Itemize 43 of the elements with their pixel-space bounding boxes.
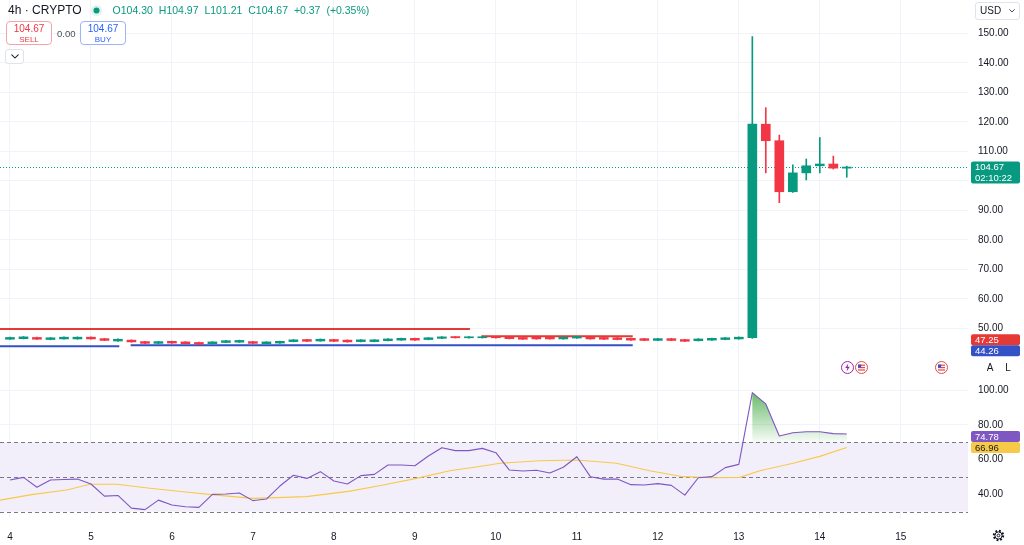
text: 02:10:22 (975, 172, 1012, 184)
y-tick-label: 60.00 (978, 453, 1004, 465)
y-tick-label: 100.00 (978, 383, 1010, 395)
x-tick-label: 8 (331, 530, 338, 542)
x-tick-label: 5 (88, 530, 95, 542)
y-tick-label: 120.00 (978, 115, 1010, 127)
x-tick-label: 9 (412, 530, 419, 542)
y-tick-label: 50.00 (978, 322, 1004, 334)
y-tick-label: 80.00 (978, 233, 1004, 245)
x-tick-label: 4 (7, 530, 14, 542)
x-tick-label: 10 (490, 530, 502, 542)
y-tick-label: 150.00 (978, 27, 1010, 39)
y-tick-label: 140.00 (978, 56, 1010, 68)
y-tick-label: 130.00 (978, 86, 1010, 98)
chart-title: 4h · CRYPTO (8, 3, 82, 17)
annotation: 0.00 (57, 28, 76, 39)
x-tick-label: 13 (733, 530, 745, 542)
text: USD (980, 5, 1002, 17)
x-tick-label: 14 (814, 530, 826, 542)
text: 66.96 (975, 441, 999, 453)
y-tick-label: 70.00 (978, 263, 1004, 275)
x-tick-label: 15 (895, 530, 907, 542)
text: 74.78 (975, 430, 999, 442)
y-tick-label: 90.00 (978, 204, 1004, 216)
text: 47.25 (975, 333, 999, 345)
candlestick (760, 107, 771, 174)
y-tick-label: 60.00 (978, 292, 1004, 304)
x-tick-label: 11 (571, 530, 583, 542)
annotation: 104.67 (86, 23, 120, 34)
annotation: SELL (18, 35, 40, 44)
annotation: BUY (93, 35, 113, 44)
text: 44.26 (975, 344, 999, 356)
ref-line-label: 104.67 (975, 161, 1005, 173)
x-tick-label: 12 (652, 530, 664, 542)
y-tick-label: 80.00 (978, 418, 1004, 430)
y-tick-label: 110.00 (978, 145, 1009, 157)
sell-button: 104.67 SELL (6, 21, 52, 45)
x-tick-label: 6 (169, 530, 176, 542)
annotation: 104.67 (12, 23, 46, 34)
chart-subtitle: O104.30 H104.97 L101.21 C104.67 +0.37 (+0.35%) (112, 4, 370, 16)
y-tick-label: 40.00 (978, 488, 1004, 500)
buy-button: 104.67 BUY (80, 21, 126, 45)
x-tick-label: 7 (250, 530, 257, 542)
